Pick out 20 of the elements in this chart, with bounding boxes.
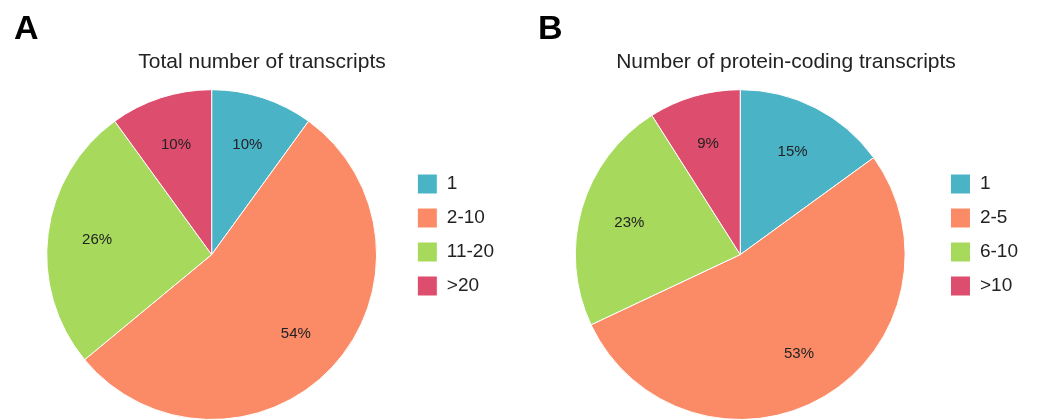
text: B: [538, 8, 563, 47]
legend-label: 2-5: [979, 206, 1008, 228]
data-label: 10%: [232, 134, 263, 152]
legend-label: 6-10: [979, 240, 1018, 262]
data-label: 9%: [697, 133, 719, 151]
chart-title: Number of protein-coding transcripts: [616, 49, 956, 73]
legend-label: 1: [979, 172, 991, 194]
data-label: 54%: [280, 323, 311, 341]
chart-title: Total number of transcripts: [138, 49, 386, 73]
text: A: [14, 8, 39, 47]
legend-label: 1: [446, 172, 458, 194]
legend-label: 2-10: [446, 206, 485, 228]
legend-label: >10: [979, 274, 1013, 296]
data-label: 23%: [614, 212, 645, 230]
data-label: 15%: [777, 141, 808, 159]
data-label: 10%: [160, 134, 191, 152]
legend-label: >20: [446, 274, 480, 296]
data-label: 53%: [783, 344, 815, 362]
data-label: 26%: [82, 230, 113, 248]
legend-label: 11-20: [446, 240, 494, 262]
